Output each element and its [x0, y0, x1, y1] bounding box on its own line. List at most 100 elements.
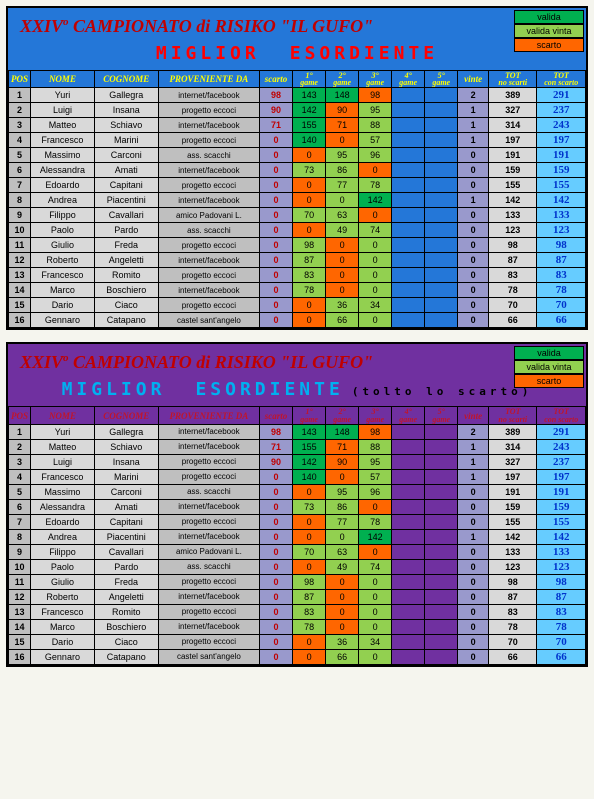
cell-tot1: 327: [489, 103, 537, 118]
cell-vinte: 0: [458, 283, 489, 298]
cell-game: 0: [359, 253, 392, 268]
cell-vinte: 0: [458, 238, 489, 253]
cell-cognome: Insana: [94, 454, 158, 469]
cell-vinte: 0: [458, 223, 489, 238]
col-nome: NOME: [31, 71, 95, 88]
cell-pos: 11: [9, 574, 31, 589]
cell-scarto: 71: [260, 118, 293, 133]
cell-vinte: 0: [458, 544, 489, 559]
cell-tot1: 142: [489, 193, 537, 208]
cell-cognome: Pardo: [94, 223, 158, 238]
cell-tot1: 327: [489, 454, 537, 469]
cell-game: 98: [293, 238, 326, 253]
col-tot-noscarti: TOTno scarti: [489, 71, 537, 88]
cell-game: [425, 634, 458, 649]
col-g4: 4°game: [392, 71, 425, 88]
cell-game: [425, 268, 458, 283]
cell-game: [425, 619, 458, 634]
cell-pos: 12: [9, 589, 31, 604]
cell-game: [392, 454, 425, 469]
cell-game: 36: [326, 298, 359, 313]
cell-tot1: 155: [489, 514, 537, 529]
cell-game: 140: [293, 133, 326, 148]
cell-cognome: Schiavo: [94, 439, 158, 454]
cell-cognome: Catapano: [94, 649, 158, 664]
cell-scarto: 0: [260, 313, 293, 328]
cell-game: [425, 163, 458, 178]
ranking-panel: validavalida vintascartoXXIVo CAMPIONATO…: [6, 342, 588, 666]
cell-game: 66: [326, 649, 359, 664]
cell-nome: Yuri: [31, 88, 95, 103]
cell-game: [392, 163, 425, 178]
cell-game: 0: [359, 268, 392, 283]
table-row: 12RobertoAngelettiinternet/facebook08700…: [9, 253, 586, 268]
cell-prov: amico Padovani L.: [158, 544, 259, 559]
cell-cognome: Gallegra: [94, 88, 158, 103]
cell-game: 0: [293, 223, 326, 238]
cell-tot1: 389: [489, 88, 537, 103]
table-row: 10PaoloPardoass. scacchi0049740123123: [9, 223, 586, 238]
cell-pos: 7: [9, 514, 31, 529]
cell-game: [392, 604, 425, 619]
cell-scarto: 0: [260, 559, 293, 574]
cell-pos: 5: [9, 484, 31, 499]
panel-subtitle: MIGLIORESORDIENTE: [8, 41, 586, 70]
cell-pos: 14: [9, 619, 31, 634]
cell-game: 71: [326, 118, 359, 133]
cell-game: 0: [293, 514, 326, 529]
table-row: 13FrancescoRomitoprogetto eccoci08300083…: [9, 268, 586, 283]
cell-game: 0: [359, 238, 392, 253]
cell-game: 63: [326, 208, 359, 223]
cell-game: 88: [359, 439, 392, 454]
cell-tot2: 66: [537, 313, 586, 328]
cell-cognome: Capitani: [94, 178, 158, 193]
cell-prov: castel sant'angelo: [158, 313, 259, 328]
cell-cognome: Boschiero: [94, 283, 158, 298]
cell-tot1: 123: [489, 559, 537, 574]
cell-nome: Yuri: [31, 424, 95, 439]
cell-game: [425, 298, 458, 313]
cell-tot1: 78: [489, 283, 537, 298]
cell-game: [392, 253, 425, 268]
cell-game: [392, 514, 425, 529]
cell-prov: progetto eccoci: [158, 574, 259, 589]
cell-game: 98: [293, 574, 326, 589]
table-row: 7EdoardoCapitaniprogetto eccoci007778015…: [9, 514, 586, 529]
cell-pos: 10: [9, 223, 31, 238]
cell-game: [425, 118, 458, 133]
ranking-panel: validavalida vintascartoXXIVo CAMPIONATO…: [6, 6, 588, 330]
cell-tot1: 123: [489, 223, 537, 238]
cell-tot2: 142: [537, 529, 586, 544]
table-row: 12RobertoAngelettiinternet/facebook08700…: [9, 589, 586, 604]
cell-pos: 1: [9, 424, 31, 439]
cell-prov: progetto eccoci: [158, 103, 259, 118]
cell-game: [392, 529, 425, 544]
cell-pos: 4: [9, 133, 31, 148]
cell-nome: Luigi: [31, 454, 95, 469]
cell-game: [425, 649, 458, 664]
cell-game: 70: [293, 544, 326, 559]
cell-cognome: Romito: [94, 604, 158, 619]
cell-nome: Matteo: [31, 439, 95, 454]
legend-valida: valida: [514, 10, 584, 24]
cell-nome: Paolo: [31, 223, 95, 238]
cell-game: [425, 178, 458, 193]
cell-game: 0: [359, 499, 392, 514]
cell-tot2: 70: [537, 298, 586, 313]
table-row: 2LuigiInsanaprogetto eccoci9014290951327…: [9, 103, 586, 118]
cell-scarto: 0: [260, 208, 293, 223]
cell-pos: 3: [9, 118, 31, 133]
cell-tot1: 197: [489, 133, 537, 148]
table-row: 8AndreaPiacentiniinternet/facebook000142…: [9, 529, 586, 544]
cell-game: 86: [326, 163, 359, 178]
col-cognome: COGNOME: [94, 407, 158, 424]
cell-cognome: Marini: [94, 469, 158, 484]
cell-game: 0: [359, 208, 392, 223]
legend-scarto: scarto: [514, 374, 584, 388]
cell-game: [425, 253, 458, 268]
cell-vinte: 0: [458, 649, 489, 664]
cell-tot1: 389: [489, 424, 537, 439]
cell-tot1: 314: [489, 439, 537, 454]
cell-cognome: Freda: [94, 238, 158, 253]
cell-tot2: 66: [537, 649, 586, 664]
